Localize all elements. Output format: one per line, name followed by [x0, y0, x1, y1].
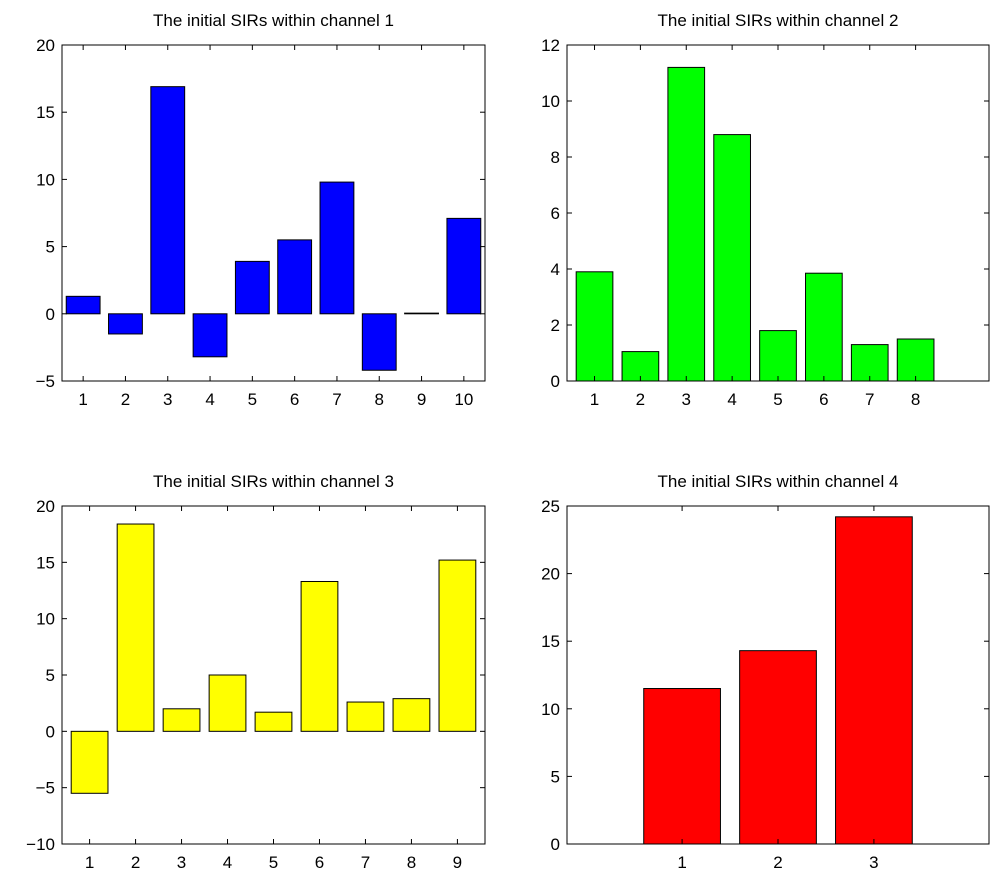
ytick-label: 25	[541, 497, 560, 516]
xtick-label: 6	[819, 390, 828, 409]
ytick-label: 10	[541, 700, 560, 719]
xtick-label: 6	[290, 390, 299, 409]
bar-7	[346, 701, 385, 732]
xtick-label: 1	[677, 853, 686, 870]
xtick-label: 1	[78, 390, 87, 409]
bar-2	[108, 313, 143, 335]
ytick-label: 5	[46, 238, 55, 257]
ytick-label: 5	[46, 666, 55, 685]
xtick-label: 8	[375, 390, 384, 409]
xtick-label: 3	[177, 853, 186, 870]
ytick-label: 12	[541, 36, 560, 55]
xtick-label: 7	[361, 853, 370, 870]
bar-7	[319, 181, 355, 315]
xtick-label: 5	[248, 390, 257, 409]
subplot-2: The initial SIRs within channel 2 0 2 4 6 8 10…	[541, 11, 990, 409]
xtick-label: 8	[407, 853, 416, 870]
bar-2	[116, 523, 155, 732]
bar-1	[65, 295, 101, 315]
xtick-label: 3	[682, 390, 691, 409]
ytick-label: 4	[551, 260, 560, 279]
xtick-label: 9	[453, 853, 462, 870]
xtick-label: 2	[121, 390, 130, 409]
bar-8	[896, 338, 935, 382]
ytick-label: 0	[551, 372, 560, 391]
xtick-label: 5	[773, 390, 782, 409]
ytick-label: 10	[36, 610, 55, 629]
bar-3	[835, 516, 913, 845]
ytick-label: 15	[36, 553, 55, 572]
bar-4	[713, 134, 751, 382]
bar-1	[70, 730, 109, 794]
bar-4	[192, 313, 228, 358]
ytick-label: 0	[551, 835, 560, 854]
ytick-label: 8	[551, 148, 560, 167]
bar-2	[739, 650, 817, 845]
chart-title: The initial SIRs within channel 2	[658, 11, 899, 30]
chart-title: The initial SIRs within channel 1	[153, 11, 394, 30]
ytick-label: −10	[26, 835, 55, 854]
ytick-label: 0	[46, 722, 55, 741]
xtick-label: 4	[223, 853, 232, 870]
xtick-label: 2	[131, 853, 140, 870]
ytick-label: −5	[36, 372, 55, 391]
xtick-label: 1	[590, 390, 599, 409]
bar-9	[404, 312, 439, 315]
bar-8	[361, 313, 397, 371]
xtick-label: 5	[269, 853, 278, 870]
ytick-label: 10	[541, 92, 560, 111]
bar-6	[277, 239, 313, 315]
bar-3	[150, 86, 186, 315]
bar-3	[162, 708, 201, 732]
xtick-label: 6	[315, 853, 324, 870]
bar-5	[759, 330, 797, 382]
xtick-label: 4	[205, 390, 214, 409]
axes-frame	[566, 44, 990, 382]
bar-4	[208, 674, 247, 732]
xtick-label: 4	[727, 390, 736, 409]
ytick-label: 5	[551, 767, 560, 786]
chart-title: The initial SIRs within channel 4	[658, 472, 899, 491]
xtick-label: 2	[773, 853, 782, 870]
xtick-label: 3	[163, 390, 172, 409]
ytick-label: 20	[36, 497, 55, 516]
bar-6	[300, 580, 339, 732]
subplot-4: The initial SIRs within channel 4 0 5 10 15 2…	[541, 472, 990, 870]
ytick-label: 10	[36, 170, 55, 189]
ytick-label: 2	[551, 316, 560, 335]
bar-9	[438, 559, 477, 732]
xtick-label: 1	[85, 853, 94, 870]
bar-6	[805, 272, 843, 382]
bar-3	[667, 66, 706, 382]
bar-5	[254, 711, 293, 732]
chart-title: The initial SIRs within channel 3	[153, 472, 394, 491]
xtick-label: 2	[636, 390, 645, 409]
subplot-3: The initial SIRs within channel 3 −10 −5 0 5…	[26, 472, 486, 870]
subplot-1: The initial SIRs within channel 1 −5 0 5 10 1…	[36, 11, 486, 409]
ytick-label: 0	[46, 305, 55, 324]
ytick-label: 15	[541, 632, 560, 651]
ytick-label: 15	[36, 103, 55, 122]
bar-10	[446, 217, 482, 315]
xtick-label: 7	[332, 390, 341, 409]
bar-8	[392, 698, 431, 732]
bar-1	[643, 688, 721, 845]
xtick-label: 8	[911, 390, 920, 409]
xtick-label: 9	[417, 390, 426, 409]
ytick-label: 20	[541, 565, 560, 584]
bar-1	[575, 271, 614, 382]
ytick-label: 20	[36, 36, 55, 55]
xtick-label: 10	[454, 390, 473, 409]
xtick-label: 7	[865, 390, 874, 409]
bar-5	[234, 260, 270, 315]
xtick-label: 3	[869, 853, 878, 870]
ytick-label: 6	[551, 204, 560, 223]
bar-7	[850, 344, 889, 382]
ytick-label: −5	[36, 779, 55, 798]
